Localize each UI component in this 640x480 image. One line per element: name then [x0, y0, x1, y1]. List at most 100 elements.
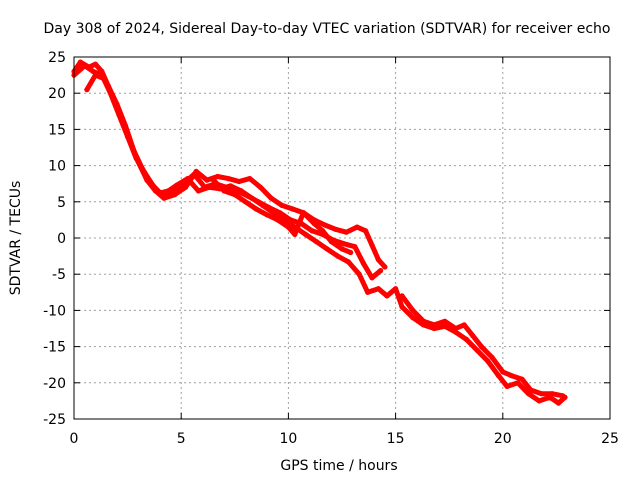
data-point [384, 293, 390, 299]
data-point [528, 387, 534, 393]
data-point [144, 177, 150, 183]
series-track-c [84, 72, 388, 270]
data-point [195, 188, 201, 194]
data-point [410, 315, 416, 321]
data-point [135, 159, 141, 165]
data-point [268, 195, 274, 201]
data-point [478, 344, 484, 350]
data-point [519, 376, 525, 382]
series-track-e [399, 293, 566, 399]
data-point [236, 178, 242, 185]
data-point [549, 391, 555, 397]
data-point [463, 336, 469, 342]
data-point [92, 61, 98, 67]
data-point [127, 137, 133, 143]
data-point [225, 176, 231, 182]
data-point [343, 229, 349, 235]
data-point [504, 383, 510, 389]
y-axis-label: SDTVAR / TECUs [8, 181, 24, 296]
data-point [399, 293, 405, 299]
data-point [311, 220, 317, 227]
data-point [328, 239, 334, 245]
data-point [354, 224, 360, 230]
data-point [442, 318, 448, 324]
data-point [365, 289, 371, 295]
data-point [352, 244, 358, 250]
series-track-d [210, 177, 354, 256]
data-point [560, 393, 566, 399]
y-tick-label: 15 [48, 122, 66, 138]
data-point [356, 271, 362, 277]
x-tick-label: 15 [387, 431, 405, 447]
data-point [264, 212, 270, 218]
data-point [382, 264, 388, 270]
y-axis-ticks: -25 -20 -15 -10 -5 0 5 10 15 20 25 [43, 50, 610, 428]
data-point [257, 184, 264, 190]
data-point [266, 205, 272, 211]
data-point [324, 246, 330, 252]
data-point [369, 275, 375, 281]
x-tick-label: 5 [177, 431, 186, 447]
data-point [290, 206, 296, 212]
data-point [161, 195, 167, 201]
data-point [320, 228, 326, 234]
y-tick-label: -20 [43, 376, 66, 392]
data-point [393, 286, 399, 292]
data-point [92, 72, 98, 78]
data-point [555, 400, 562, 406]
chart-title: Day 308 of 2024, Sidereal Day-to-day VTE… [44, 21, 611, 37]
data-point [232, 192, 238, 198]
data-point [101, 76, 107, 82]
data-point [221, 188, 227, 194]
data-point [84, 87, 90, 93]
y-tick-label: -10 [43, 303, 66, 319]
data-point [255, 199, 261, 205]
data-point [82, 63, 88, 69]
data-point [182, 184, 189, 190]
data-point [253, 206, 259, 212]
data-point [345, 259, 351, 265]
x-axis-ticks: 0 5 10 15 20 25 [70, 57, 619, 447]
data-point [410, 307, 416, 313]
data-point [335, 253, 341, 259]
data-point [313, 239, 319, 245]
data-point [399, 304, 405, 310]
data-point [489, 354, 495, 361]
data-point [247, 176, 253, 182]
data-point [341, 241, 347, 247]
data-point [339, 246, 345, 252]
data-point [322, 222, 328, 228]
data-point [538, 391, 545, 397]
data-point [360, 260, 366, 266]
y-tick-label: 20 [48, 86, 66, 102]
data-series [71, 59, 568, 406]
data-point [348, 249, 354, 256]
x-tick-label: 0 [70, 431, 79, 447]
data-point [474, 347, 480, 353]
data-point [285, 224, 291, 230]
data-point [485, 358, 491, 364]
y-tick-label: 5 [57, 195, 66, 211]
data-point [461, 322, 467, 328]
y-tick-label: 25 [48, 50, 66, 66]
data-point [287, 217, 294, 223]
data-point [369, 242, 375, 248]
data-point [500, 369, 506, 375]
y-tick-label: -25 [43, 412, 66, 428]
data-point [245, 193, 251, 199]
data-point [453, 329, 459, 335]
data-point [279, 202, 285, 208]
data-point [210, 177, 216, 183]
x-tick-label: 10 [279, 431, 297, 447]
data-point [242, 199, 249, 205]
data-point [202, 184, 208, 190]
data-point [508, 373, 514, 379]
data-point [453, 325, 459, 332]
y-tick-label: -15 [43, 340, 66, 356]
data-point [431, 325, 437, 332]
data-point [118, 115, 124, 122]
data-point [110, 94, 116, 100]
data-point [536, 398, 542, 404]
x-tick-label: 20 [494, 431, 512, 447]
